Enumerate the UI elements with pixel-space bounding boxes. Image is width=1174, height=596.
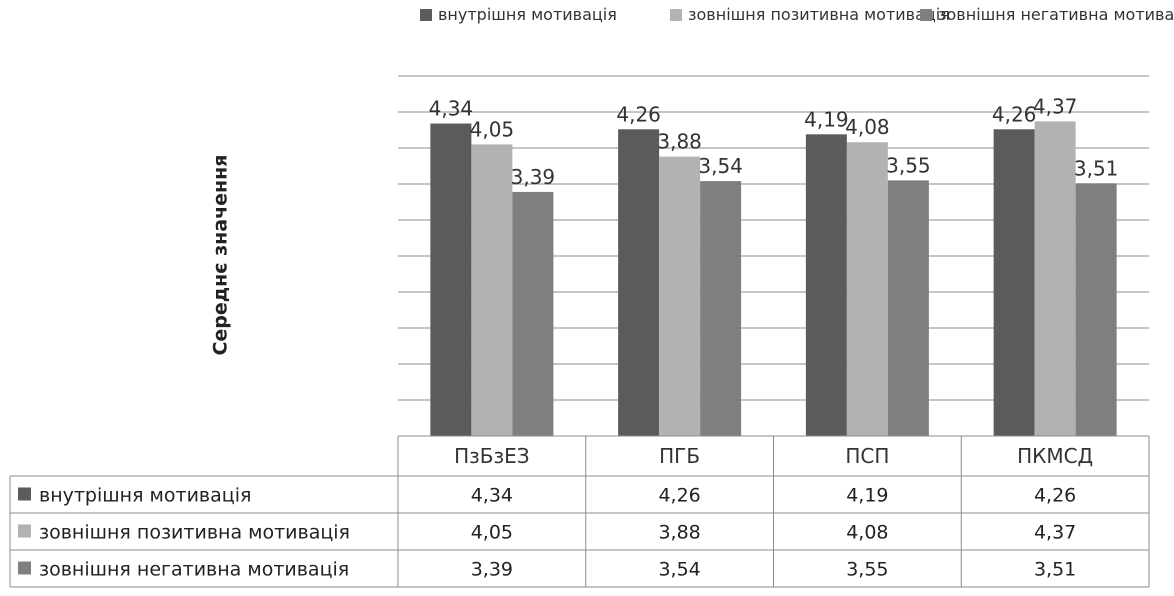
data-table: ПзБзЕЗ ПГБ ПСП ПКМСД внутрішня мотивація 4,34…: [9, 435, 1150, 588]
legend-swatch: [920, 9, 932, 21]
data-label: 4,26: [992, 102, 1037, 126]
bar: [887, 180, 929, 436]
data-label: 4,05: [470, 117, 515, 141]
table-cell: 4,37: [1034, 522, 1076, 544]
bar: [618, 129, 660, 436]
table-cell: 3,54: [658, 559, 700, 581]
table-row-label: зовнішня негативна мотивація: [39, 559, 349, 581]
table-legend-key: [18, 487, 31, 501]
category-label: ПзБзЕЗ: [454, 444, 530, 468]
legend-swatch: [420, 9, 432, 21]
bar: [1075, 183, 1117, 436]
legend-entry: зовнішня негативна мотивація: [938, 5, 1174, 24]
y-axis-label: Середнє значення: [210, 154, 232, 355]
table-cell: 4,05: [471, 522, 513, 544]
category-label: ПКМСД: [1017, 444, 1093, 468]
table-cell: 4,19: [846, 485, 888, 507]
bar: [512, 191, 554, 436]
data-label: 4,08: [845, 115, 890, 139]
legend: внутрішня мотивація зовнішня позитивна мо…: [420, 5, 1174, 24]
table-cell: 3,51: [1034, 559, 1076, 581]
table-cell: 4,34: [471, 485, 513, 507]
table-row-label: зовнішня позитивна мотивація: [39, 522, 350, 544]
data-label: 4,19: [804, 107, 849, 131]
table-cell: 3,88: [658, 522, 700, 544]
bar: [846, 142, 888, 437]
data-label: 3,55: [886, 153, 931, 177]
bar: [1034, 121, 1076, 437]
data-labels: 4,344,05 3,39 4,26 3,883,54 4,194,08 3,55 4,26…: [429, 94, 1119, 189]
table-legend-key: [18, 524, 31, 538]
data-label: 3,51: [1074, 156, 1119, 180]
data-label: 4,34: [429, 97, 474, 121]
bar: [471, 144, 513, 436]
bar: [430, 123, 472, 437]
table-row-label: внутрішня мотивація: [39, 485, 251, 507]
bar: [805, 134, 847, 436]
category-label: ПСП: [845, 444, 889, 468]
table-cell: 3,39: [471, 559, 513, 581]
data-label: 3,88: [657, 130, 702, 154]
bar: [659, 156, 701, 436]
bar: [993, 129, 1035, 436]
legend-entry: внутрішня мотивація: [438, 5, 617, 24]
table-cell: 4,08: [846, 522, 888, 544]
legend-swatch: [670, 9, 682, 21]
data-label: 3,54: [698, 154, 743, 178]
table-cell: 4,26: [1034, 485, 1076, 507]
data-label: 4,26: [616, 102, 661, 126]
table-legend-key: [18, 561, 31, 575]
bars: [430, 121, 1117, 437]
legend-entry: зовнішня позитивна мотивація: [688, 5, 950, 24]
bar: [700, 181, 742, 436]
data-label: 3,39: [511, 165, 556, 189]
table-cell: 4,26: [658, 485, 700, 507]
table-cell: 3,55: [846, 559, 888, 581]
category-label: ПГБ: [659, 444, 700, 468]
data-label: 4,37: [1033, 94, 1078, 118]
